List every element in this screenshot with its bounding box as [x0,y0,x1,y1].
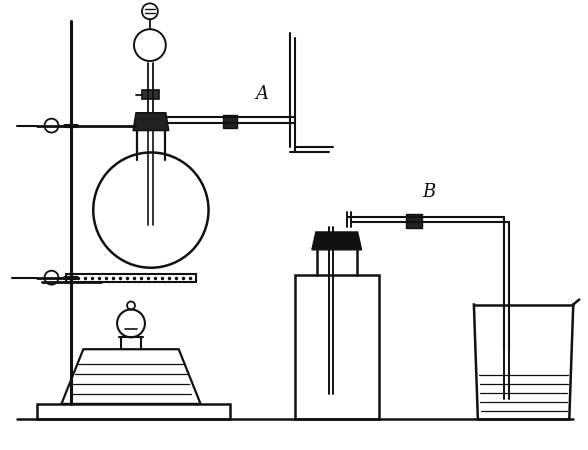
Text: A: A [256,85,269,103]
Bar [66,274,196,282]
Bar [36,404,230,419]
Polygon shape [133,112,169,130]
Bar [295,274,379,419]
Bar [142,90,159,99]
Bar [406,214,422,228]
Bar [223,115,238,128]
Polygon shape [312,232,362,250]
Text: B: B [423,183,436,201]
